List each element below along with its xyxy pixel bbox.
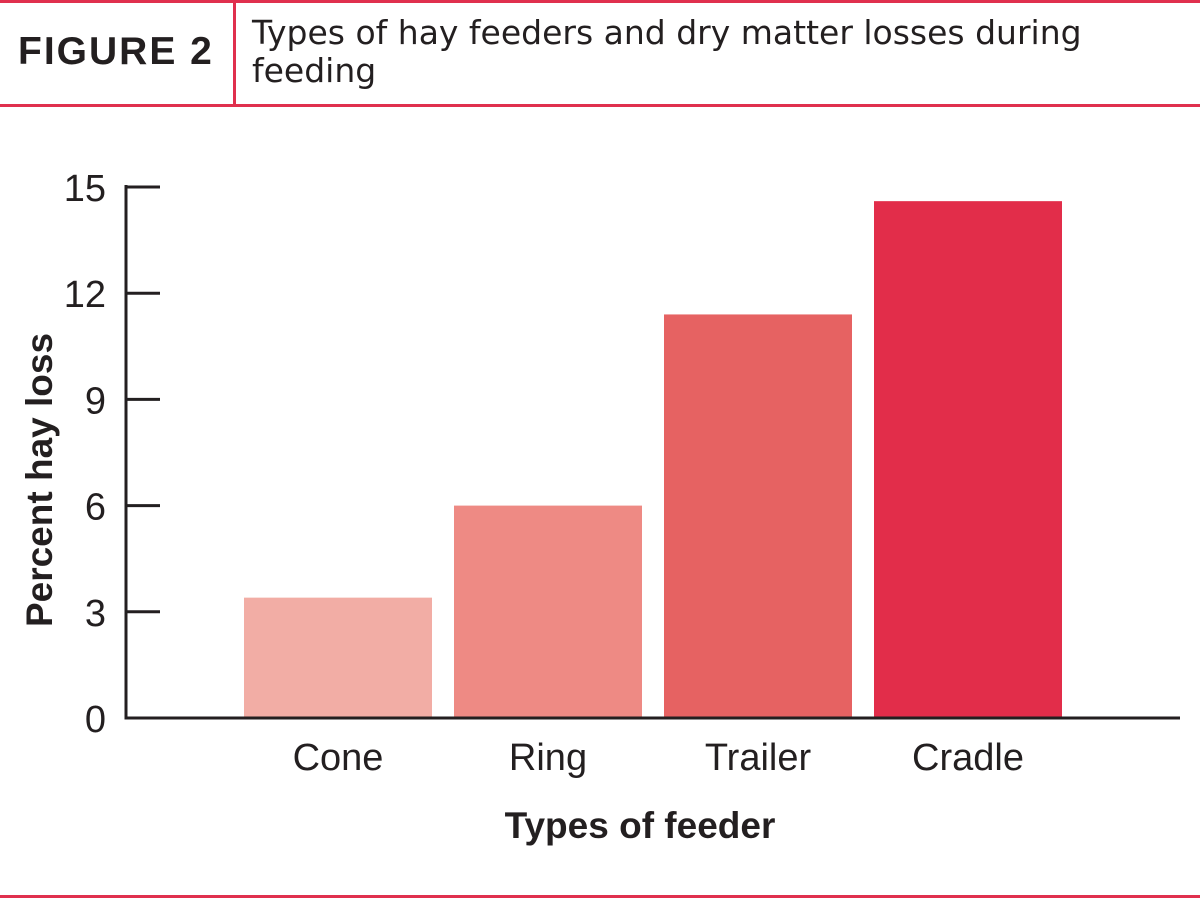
footer-rule bbox=[0, 895, 1200, 898]
y-tick-label: 6 bbox=[85, 487, 106, 529]
x-tick-label-trailer: Trailer bbox=[705, 737, 812, 779]
y-tick-label: 0 bbox=[85, 699, 106, 741]
x-tick-label-cradle: Cradle bbox=[912, 737, 1024, 779]
bar-cradle bbox=[874, 201, 1062, 718]
x-axis-title: Types of feeder bbox=[505, 805, 776, 846]
x-tick-label-cone: Cone bbox=[293, 737, 384, 779]
header-bottom-rule bbox=[0, 104, 1200, 107]
y-tick-label: 9 bbox=[85, 380, 106, 422]
bar-trailer bbox=[664, 314, 852, 718]
y-tick-label: 15 bbox=[64, 168, 106, 210]
bar-cone bbox=[244, 597, 432, 718]
y-axis-title: Percent hay loss bbox=[19, 333, 60, 627]
header-divider bbox=[233, 0, 236, 107]
labels-layer: Cone Ring Trailer Cradle 0 3 6 9 12 15 bbox=[64, 168, 1024, 779]
bar-ring bbox=[454, 505, 642, 718]
figure-label: FIGURE 2 bbox=[18, 30, 214, 73]
axes-layer bbox=[124, 185, 1180, 720]
y-tick-label: 3 bbox=[85, 593, 106, 635]
figure-title: Types of hay feeders and dry matter loss… bbox=[252, 13, 1082, 90]
x-tick-label-ring: Ring bbox=[509, 737, 587, 779]
header-top-rule bbox=[0, 0, 1200, 3]
y-tick-label: 12 bbox=[64, 274, 106, 316]
bars-layer bbox=[244, 201, 1062, 718]
